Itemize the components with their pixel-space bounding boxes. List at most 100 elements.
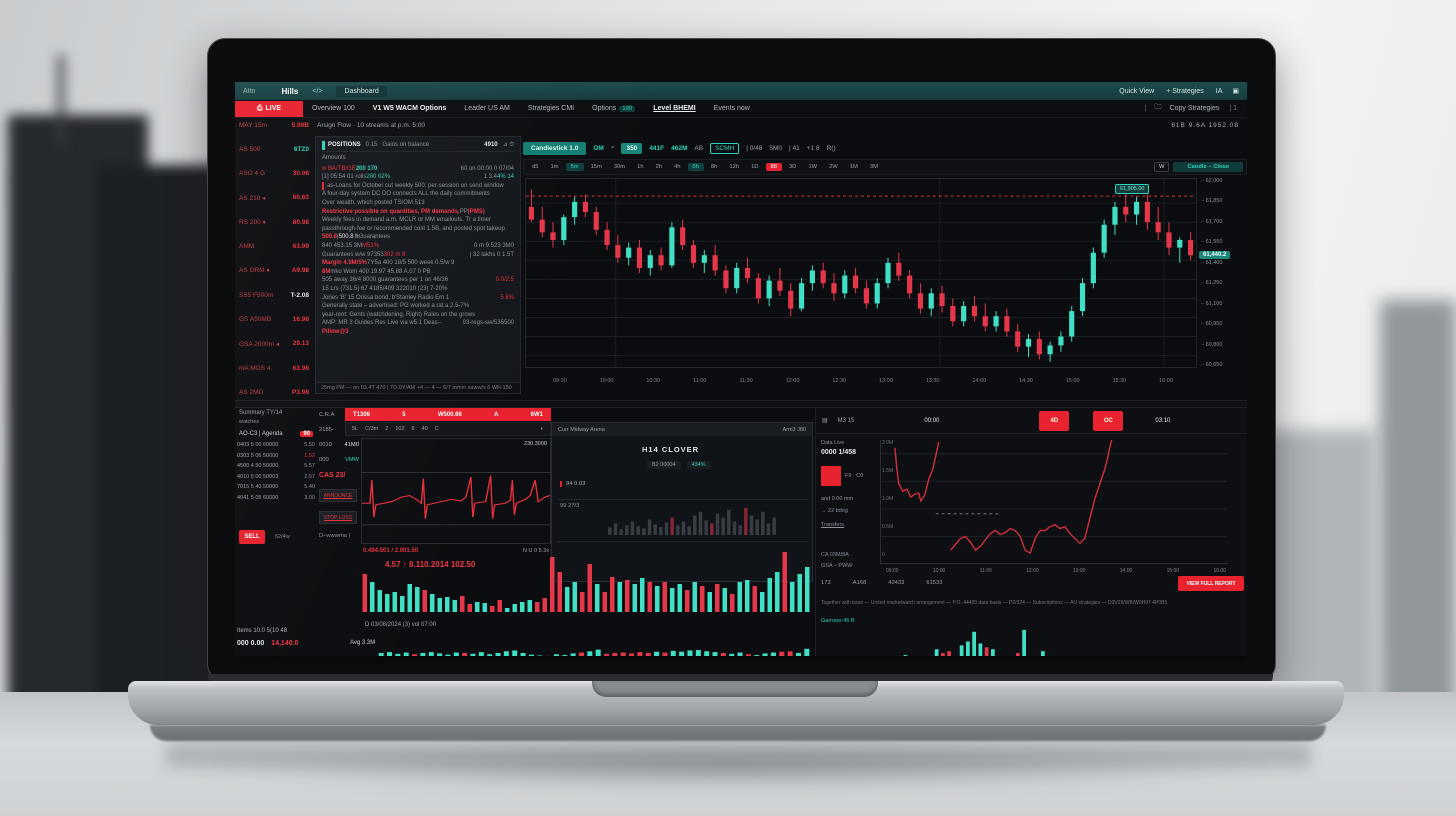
toolbar-chip[interactable]: SCMH bbox=[710, 142, 740, 154]
toggle-icon[interactable]: ◐ bbox=[540, 426, 544, 432]
info-transfers-link[interactable]: Transfers bbox=[821, 522, 845, 528]
watchlist-row[interactable]: RS 200 ♦ 80.98 bbox=[239, 219, 309, 226]
mini-button[interactable]: C bbox=[434, 426, 439, 432]
stat-chip-stop-loss[interactable]: STOP LOSS bbox=[319, 511, 357, 524]
watchlist-row[interactable]: AS 500 6TZ0 bbox=[239, 146, 309, 153]
watchlist-row[interactable]: AMM 63.09 bbox=[239, 243, 309, 250]
apps-icon[interactable]: ▣ bbox=[1232, 88, 1239, 95]
timeframe-4h[interactable]: 4h bbox=[674, 164, 681, 170]
building-left-antenna bbox=[58, 55, 64, 145]
watchlist-row[interactable]: AS 2MD P3.98 bbox=[239, 389, 309, 396]
pulse-icons[interactable]: N U 0 5 3x bbox=[523, 548, 549, 554]
toolbar-chip[interactable]: 5M0 bbox=[769, 144, 783, 152]
watchlist-row[interactable]: mA MOS 4 63.98 bbox=[239, 365, 309, 372]
alert-badge[interactable]: 61,905.00 bbox=[1115, 184, 1150, 194]
position-row[interactable]: 4041 5 05 60000 3.00 bbox=[237, 495, 315, 501]
nav-dashboard[interactable]: Dashboard bbox=[336, 85, 387, 97]
menu-item[interactable]: Events now bbox=[713, 105, 750, 112]
panel-icon[interactable]: ▤ bbox=[822, 418, 828, 424]
toolbar-chip[interactable]: Candlestick 1.0 bbox=[523, 141, 587, 155]
price-axis[interactable]: 62,000 61,850 61,700 61,550 61,400 61,250 61,1… bbox=[1201, 178, 1247, 368]
watchlist-row[interactable]: AS ORM ♦ A9.98 bbox=[239, 267, 309, 274]
stat-chip-announce[interactable]: ANNOUNCE bbox=[319, 489, 357, 502]
position-row[interactable]: 4010 5 00 50003 2.57 bbox=[237, 474, 315, 480]
timeframe-1M[interactable]: 1M bbox=[849, 164, 858, 170]
toolbar-chip[interactable]: 441F bbox=[649, 144, 665, 152]
position-row[interactable]: 0303 5 06 50000 1.52 bbox=[237, 453, 315, 459]
pulse-chart-panel[interactable]: 230.3000 bbox=[361, 438, 551, 544]
mini-button[interactable]: 2 bbox=[385, 426, 389, 432]
timeframe-3D[interactable]: 3D bbox=[788, 164, 797, 170]
signal-icon[interactable]: IA bbox=[1215, 87, 1223, 95]
timeframe-1W[interactable]: 1W bbox=[808, 164, 818, 170]
toolbar-chip[interactable]: OM bbox=[593, 144, 604, 152]
timeframe-8h[interactable]: 8h bbox=[710, 164, 718, 170]
watchlist-row[interactable]: AS 210 ◂ 60.63 bbox=[239, 194, 309, 202]
timeframe-2W[interactable]: 2W bbox=[829, 164, 838, 170]
watchlist-row[interactable]: GS A50MB 16.98 bbox=[239, 316, 309, 323]
alert-banner[interactable]: T1306 5 W500.66 A 6W1 bbox=[345, 408, 551, 421]
toolbar-chip[interactable]: | 41 bbox=[789, 144, 800, 152]
menu-item[interactable]: Overview 100 bbox=[312, 105, 355, 112]
toolbar-chip[interactable]: +1 8 bbox=[806, 144, 820, 152]
toolbar-chip[interactable]: AB bbox=[694, 144, 704, 152]
sell-button[interactable]: SELL bbox=[239, 530, 265, 544]
weekly-toggle[interactable]: W bbox=[1153, 162, 1170, 172]
toolbar-chip[interactable]: 462M bbox=[671, 144, 688, 152]
live-button[interactable]: ⎙ LIVE bbox=[235, 100, 303, 117]
tab-2[interactable]: 0.15 bbox=[365, 142, 378, 149]
timeframe-1h[interactable]: 1h bbox=[637, 164, 644, 170]
watchlist-row[interactable]: GSA 2000m ◂ 29.13 bbox=[239, 340, 309, 348]
mini-button[interactable]: 5L bbox=[352, 426, 359, 432]
position-row[interactable]: 0403 5 00 60000 5.50 bbox=[237, 442, 315, 448]
watchlist-row[interactable]: ASO 4 G 30.08 bbox=[239, 170, 309, 177]
footer-total-red: 14,140.0 bbox=[271, 640, 299, 647]
timeframe-1D[interactable]: 1D bbox=[751, 164, 759, 170]
panel-red-button-2[interactable]: OC bbox=[1093, 410, 1124, 431]
menu-item[interactable]: V1 W5 WACM Options bbox=[372, 105, 447, 112]
toolbar-chip[interactable]: | 0/48 bbox=[746, 144, 763, 152]
y-label: 2.0M bbox=[882, 440, 894, 446]
position-row[interactable]: 7015 5 40 50000 5.40 bbox=[237, 484, 315, 490]
candlestick-plot[interactable] bbox=[525, 178, 1197, 368]
view-report-button[interactable]: VIEW FULL REPORT bbox=[1178, 576, 1244, 591]
tab-3[interactable]: Gains on balance bbox=[382, 142, 430, 149]
timeframe-15m[interactable]: 15m bbox=[590, 164, 602, 170]
mini-button[interactable]: 102 bbox=[395, 426, 405, 432]
position-row[interactable]: 4500 4 50 50000 5.57 bbox=[237, 463, 315, 469]
timeframe-d5[interactable]: d5 bbox=[532, 164, 539, 170]
menu-copy-strategies[interactable]: Copy Strategies bbox=[1169, 105, 1220, 112]
panel-red-button-1[interactable]: 4D bbox=[1039, 410, 1070, 431]
menu-item[interactable]: Leader US AM bbox=[464, 105, 510, 112]
mini-button[interactable]: C/3m bbox=[365, 426, 379, 432]
candle-close-button[interactable]: Candle – Close bbox=[1173, 162, 1243, 172]
card-chip-2[interactable]: 434% bbox=[686, 461, 711, 469]
menu-item[interactable]: Level BHEMI bbox=[653, 105, 696, 112]
timeframe-88[interactable]: 88 bbox=[765, 163, 782, 171]
mini-button[interactable]: 40 bbox=[421, 426, 428, 432]
news-tab-icons[interactable]: ⊿ ⏱ bbox=[502, 142, 514, 149]
timeframe-30m[interactable]: 30m bbox=[613, 164, 626, 170]
topbar-quick-view[interactable]: Quick View bbox=[1119, 87, 1155, 95]
time-axis[interactable]: 09:30 10:00 10:30 11:00 11:30 12:00 12:30 13:00… bbox=[553, 378, 1173, 384]
timeframe-1m[interactable]: 1m bbox=[550, 164, 559, 170]
toolbar-chip[interactable]: 350 bbox=[621, 142, 643, 154]
tab-positions[interactable]: POSITIONS bbox=[322, 141, 361, 150]
timeframe-3M[interactable]: 3M bbox=[869, 164, 878, 170]
toolbar-chip[interactable]: R() bbox=[826, 144, 836, 152]
card-chip-1[interactable]: B2 00004 bbox=[647, 461, 681, 469]
timeframe-2h[interactable]: 2h bbox=[655, 164, 663, 170]
menu-item[interactable]: Options 100 bbox=[592, 105, 636, 112]
news-segment: | 32 lakhs 0 1.5T bbox=[469, 251, 514, 258]
analysis-line-chart[interactable] bbox=[880, 439, 1228, 564]
watchlist-row[interactable]: MAY 15m 5.90B bbox=[239, 122, 309, 129]
timeframe-6h[interactable]: 6h bbox=[687, 163, 704, 171]
watchlist-row[interactable]: SS5 F500m T-2.08 bbox=[239, 292, 309, 299]
folder-icon[interactable]: 🗀 bbox=[1154, 104, 1162, 111]
mini-button[interactable]: 8 bbox=[411, 426, 415, 432]
search-icon[interactable]: ⌕ bbox=[610, 144, 615, 151]
timeframe-5m[interactable]: 5m bbox=[565, 163, 584, 171]
topbar-strategies[interactable]: + Strategies bbox=[1166, 87, 1204, 95]
menu-item[interactable]: Strategies CMI bbox=[527, 105, 575, 112]
timeframe-12h[interactable]: 12h bbox=[729, 164, 740, 170]
